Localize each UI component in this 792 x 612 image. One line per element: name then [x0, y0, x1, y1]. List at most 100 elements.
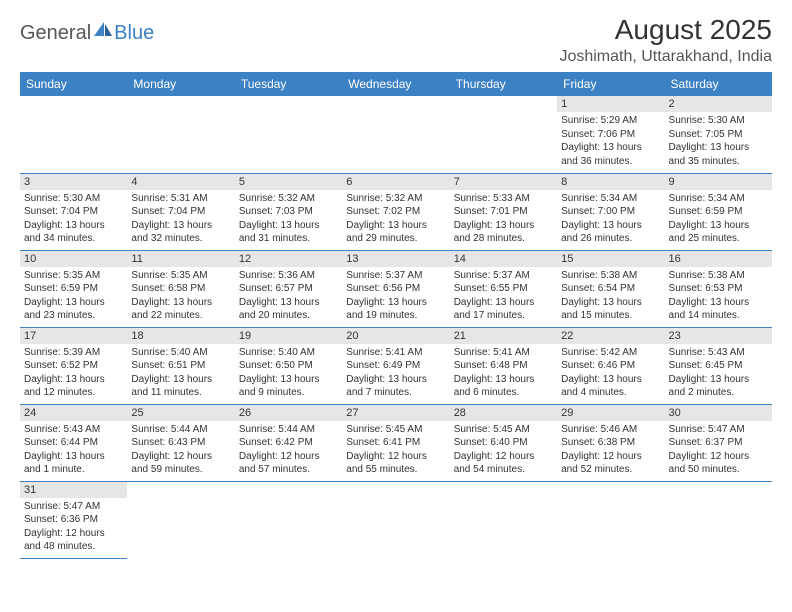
day-content: Sunrise: 5:40 AMSunset: 6:50 PMDaylight:…	[235, 344, 342, 403]
day-line-ss: Sunset: 6:54 PM	[561, 282, 660, 296]
calendar-day: 26Sunrise: 5:44 AMSunset: 6:42 PMDayligh…	[235, 404, 342, 481]
calendar-day: 19Sunrise: 5:40 AMSunset: 6:50 PMDayligh…	[235, 327, 342, 404]
day-line-ss: Sunset: 6:38 PM	[561, 436, 660, 450]
calendar-day: 9Sunrise: 5:34 AMSunset: 6:59 PMDaylight…	[665, 173, 772, 250]
calendar-day: 10Sunrise: 5:35 AMSunset: 6:59 PMDayligh…	[20, 250, 127, 327]
day-line-dl: Daylight: 12 hours and 48 minutes.	[24, 527, 123, 554]
day-line-sr: Sunrise: 5:36 AM	[239, 269, 338, 283]
day-number: 4	[127, 174, 234, 190]
day-line-sr: Sunrise: 5:42 AM	[561, 346, 660, 360]
day-number: 11	[127, 251, 234, 267]
day-line-dl: Daylight: 13 hours and 14 minutes.	[669, 296, 768, 323]
day-line-ss: Sunset: 6:50 PM	[239, 359, 338, 373]
day-line-sr: Sunrise: 5:35 AM	[24, 269, 123, 283]
calendar-day: 13Sunrise: 5:37 AMSunset: 6:56 PMDayligh…	[342, 250, 449, 327]
calendar-empty	[450, 481, 557, 558]
day-content: Sunrise: 5:34 AMSunset: 7:00 PMDaylight:…	[557, 190, 664, 249]
calendar-empty	[127, 96, 234, 173]
day-line-dl: Daylight: 13 hours and 9 minutes.	[239, 373, 338, 400]
calendar-day: 12Sunrise: 5:36 AMSunset: 6:57 PMDayligh…	[235, 250, 342, 327]
day-line-dl: Daylight: 13 hours and 19 minutes.	[346, 296, 445, 323]
day-content: Sunrise: 5:41 AMSunset: 6:48 PMDaylight:…	[450, 344, 557, 403]
calendar-empty	[127, 481, 234, 558]
calendar-day: 29Sunrise: 5:46 AMSunset: 6:38 PMDayligh…	[557, 404, 664, 481]
calendar-empty	[20, 96, 127, 173]
day-line-sr: Sunrise: 5:45 AM	[346, 423, 445, 437]
logo: General Blue	[20, 14, 154, 45]
location: Joshimath, Uttarakhand, India	[559, 48, 772, 66]
day-content: Sunrise: 5:41 AMSunset: 6:49 PMDaylight:…	[342, 344, 449, 403]
calendar-day: 18Sunrise: 5:40 AMSunset: 6:51 PMDayligh…	[127, 327, 234, 404]
day-number: 30	[665, 405, 772, 421]
day-content: Sunrise: 5:43 AMSunset: 6:45 PMDaylight:…	[665, 344, 772, 403]
day-number: 22	[557, 328, 664, 344]
calendar-day: 20Sunrise: 5:41 AMSunset: 6:49 PMDayligh…	[342, 327, 449, 404]
day-number: 6	[342, 174, 449, 190]
day-line-dl: Daylight: 13 hours and 25 minutes.	[669, 219, 768, 246]
day-content: Sunrise: 5:37 AMSunset: 6:56 PMDaylight:…	[342, 267, 449, 326]
day-content: Sunrise: 5:47 AMSunset: 6:36 PMDaylight:…	[20, 498, 127, 557]
day-number: 1	[557, 96, 664, 112]
day-line-ss: Sunset: 6:37 PM	[669, 436, 768, 450]
calendar-empty	[235, 96, 342, 173]
day-line-sr: Sunrise: 5:41 AM	[346, 346, 445, 360]
calendar-day: 1Sunrise: 5:29 AMSunset: 7:06 PMDaylight…	[557, 96, 664, 173]
calendar-empty	[557, 481, 664, 558]
calendar-day: 17Sunrise: 5:39 AMSunset: 6:52 PMDayligh…	[20, 327, 127, 404]
day-line-dl: Daylight: 13 hours and 11 minutes.	[131, 373, 230, 400]
day-line-ss: Sunset: 6:51 PM	[131, 359, 230, 373]
day-content: Sunrise: 5:36 AMSunset: 6:57 PMDaylight:…	[235, 267, 342, 326]
day-number: 8	[557, 174, 664, 190]
title-block: August 2025 Joshimath, Uttarakhand, Indi…	[559, 14, 772, 66]
calendar-day: 24Sunrise: 5:43 AMSunset: 6:44 PMDayligh…	[20, 404, 127, 481]
day-line-ss: Sunset: 6:57 PM	[239, 282, 338, 296]
day-line-ss: Sunset: 6:59 PM	[24, 282, 123, 296]
month-title: August 2025	[559, 14, 772, 46]
day-line-dl: Daylight: 12 hours and 52 minutes.	[561, 450, 660, 477]
day-content: Sunrise: 5:29 AMSunset: 7:06 PMDaylight:…	[557, 112, 664, 171]
calendar-day: 21Sunrise: 5:41 AMSunset: 6:48 PMDayligh…	[450, 327, 557, 404]
day-content: Sunrise: 5:39 AMSunset: 6:52 PMDaylight:…	[20, 344, 127, 403]
day-number: 20	[342, 328, 449, 344]
calendar-day: 4Sunrise: 5:31 AMSunset: 7:04 PMDaylight…	[127, 173, 234, 250]
day-line-dl: Daylight: 13 hours and 2 minutes.	[669, 373, 768, 400]
day-line-sr: Sunrise: 5:40 AM	[239, 346, 338, 360]
calendar-week: 31Sunrise: 5:47 AMSunset: 6:36 PMDayligh…	[20, 481, 772, 558]
day-content: Sunrise: 5:38 AMSunset: 6:54 PMDaylight:…	[557, 267, 664, 326]
day-line-dl: Daylight: 12 hours and 59 minutes.	[131, 450, 230, 477]
calendar-week: 17Sunrise: 5:39 AMSunset: 6:52 PMDayligh…	[20, 327, 772, 404]
calendar-day: 22Sunrise: 5:42 AMSunset: 6:46 PMDayligh…	[557, 327, 664, 404]
day-line-ss: Sunset: 6:59 PM	[669, 205, 768, 219]
day-content: Sunrise: 5:32 AMSunset: 7:03 PMDaylight:…	[235, 190, 342, 249]
day-number: 19	[235, 328, 342, 344]
calendar-empty	[665, 481, 772, 558]
calendar-day: 16Sunrise: 5:38 AMSunset: 6:53 PMDayligh…	[665, 250, 772, 327]
day-line-ss: Sunset: 7:00 PM	[561, 205, 660, 219]
day-line-dl: Daylight: 12 hours and 54 minutes.	[454, 450, 553, 477]
day-line-sr: Sunrise: 5:41 AM	[454, 346, 553, 360]
day-line-ss: Sunset: 6:58 PM	[131, 282, 230, 296]
day-header: Wednesday	[342, 72, 449, 96]
day-line-ss: Sunset: 7:06 PM	[561, 128, 660, 142]
day-content: Sunrise: 5:38 AMSunset: 6:53 PMDaylight:…	[665, 267, 772, 326]
day-number: 12	[235, 251, 342, 267]
day-number: 23	[665, 328, 772, 344]
calendar-day: 11Sunrise: 5:35 AMSunset: 6:58 PMDayligh…	[127, 250, 234, 327]
day-line-ss: Sunset: 6:49 PM	[346, 359, 445, 373]
day-content: Sunrise: 5:34 AMSunset: 6:59 PMDaylight:…	[665, 190, 772, 249]
day-number: 10	[20, 251, 127, 267]
day-line-sr: Sunrise: 5:29 AM	[561, 114, 660, 128]
day-content: Sunrise: 5:37 AMSunset: 6:55 PMDaylight:…	[450, 267, 557, 326]
calendar-day: 2Sunrise: 5:30 AMSunset: 7:05 PMDaylight…	[665, 96, 772, 173]
day-line-ss: Sunset: 6:52 PM	[24, 359, 123, 373]
day-line-ss: Sunset: 6:41 PM	[346, 436, 445, 450]
day-line-sr: Sunrise: 5:31 AM	[131, 192, 230, 206]
day-number: 21	[450, 328, 557, 344]
day-line-dl: Daylight: 13 hours and 34 minutes.	[24, 219, 123, 246]
day-number: 16	[665, 251, 772, 267]
day-line-ss: Sunset: 6:45 PM	[669, 359, 768, 373]
day-line-ss: Sunset: 6:55 PM	[454, 282, 553, 296]
day-line-dl: Daylight: 12 hours and 50 minutes.	[669, 450, 768, 477]
day-line-dl: Daylight: 12 hours and 57 minutes.	[239, 450, 338, 477]
day-line-ss: Sunset: 6:46 PM	[561, 359, 660, 373]
